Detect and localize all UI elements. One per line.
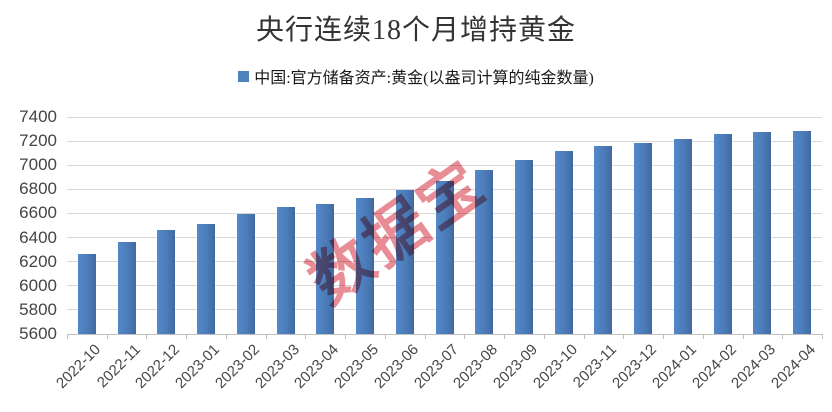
axis-tick [543,334,545,339]
y-axis-label: 5800 [19,299,57,319]
legend: 中国:官方储备资产:黄金(以盎司计算的纯金数量) [0,64,832,88]
axis-tick [663,334,665,339]
axis-tick [464,334,466,339]
y-axis-label: 5600 [19,324,57,343]
bar [753,132,772,334]
bar [276,207,295,334]
axis-tick [623,334,625,339]
legend-label: 中国:官方储备资产:黄金(以盎司计算的纯金数量) [254,70,594,87]
bar [157,229,176,334]
axis-tick [504,334,506,339]
bar [236,214,255,334]
bar [356,198,375,334]
y-axis-label: 6600 [19,203,57,223]
axis-tick [742,334,744,339]
axis-tick [822,334,823,339]
axis-tick [424,334,426,339]
axis-tick [384,334,386,339]
axis-tick [345,334,347,339]
bar [117,241,136,334]
bar [713,134,732,334]
axis-tick [225,334,227,339]
chart-title: 央行连续18个月增持黄金 [255,15,576,46]
gridline [67,164,822,166]
bar [594,146,613,334]
bar [793,131,812,334]
bar [554,150,573,334]
axis-tick [146,334,148,339]
axis-tick [583,334,585,339]
axis-tick [186,334,188,339]
y-axis-label: 6800 [19,179,57,199]
y-axis-label: 7400 [19,107,57,126]
bar [514,159,533,334]
bar [77,253,96,334]
axis-tick [265,334,267,339]
x-axis-line [67,333,822,335]
axis-tick [67,334,68,339]
y-axis-label: 7000 [19,155,57,175]
y-axis-label: 7200 [19,131,57,151]
y-axis-label: 6000 [19,275,57,295]
bar [395,189,414,334]
bar [634,142,653,334]
bar [316,204,335,334]
bar [475,169,494,334]
y-axis-label: 6400 [19,227,57,247]
bar [673,138,692,334]
gridline [67,140,822,142]
legend-swatch-icon [238,70,250,82]
axis-tick [106,334,108,339]
y-axis-label: 6200 [19,251,57,271]
axis-tick [782,334,784,339]
gridline [67,116,822,118]
axis-tick [305,334,307,339]
axis-tick [702,334,704,339]
bar [435,181,454,334]
bar [197,224,216,334]
